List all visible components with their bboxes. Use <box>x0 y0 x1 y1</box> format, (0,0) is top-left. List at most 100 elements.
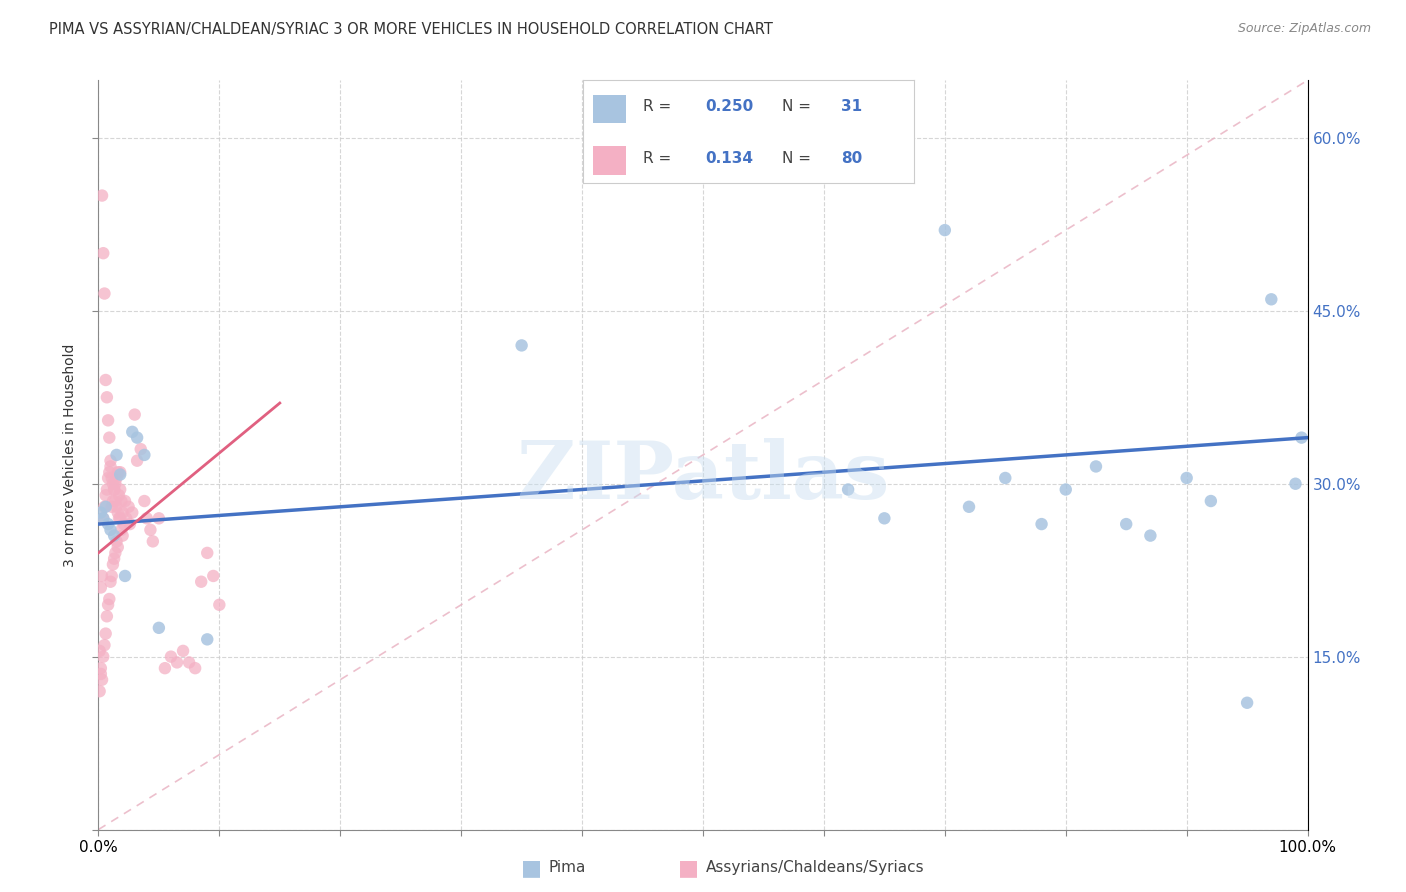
Point <box>957 500 980 514</box>
Point <box>148 511 170 525</box>
Point <box>105 471 128 485</box>
Point <box>103 528 125 542</box>
Point <box>108 467 131 482</box>
Point <box>97 598 120 612</box>
Point <box>100 569 122 583</box>
Point <box>100 523 122 537</box>
Point <box>108 465 131 479</box>
Bar <box>593 146 627 175</box>
Point <box>105 500 128 514</box>
Point <box>142 534 165 549</box>
Point <box>208 598 231 612</box>
Point <box>118 500 141 514</box>
Text: ■: ■ <box>522 858 541 878</box>
Point <box>91 246 114 260</box>
Point <box>103 551 125 566</box>
Point <box>994 471 1017 485</box>
Point <box>103 483 125 497</box>
Point <box>111 506 134 520</box>
Point <box>115 511 138 525</box>
Point <box>104 494 127 508</box>
Point <box>127 431 149 445</box>
Point <box>202 569 225 583</box>
Text: ■: ■ <box>679 858 699 878</box>
Point <box>837 483 859 497</box>
Point <box>100 500 122 514</box>
Point <box>1236 696 1258 710</box>
Point <box>93 500 115 514</box>
Text: 0.250: 0.250 <box>706 99 754 114</box>
Point <box>105 534 128 549</box>
Point <box>97 517 120 532</box>
Point <box>114 569 136 583</box>
Y-axis label: 3 or more Vehicles in Household: 3 or more Vehicles in Household <box>63 343 77 566</box>
Point <box>90 506 112 520</box>
Point <box>1139 528 1161 542</box>
Text: R =: R = <box>643 99 676 114</box>
Bar <box>593 95 627 123</box>
Point <box>127 453 149 467</box>
Text: 0.134: 0.134 <box>706 151 754 166</box>
Point <box>104 476 127 491</box>
Point <box>94 488 117 502</box>
Point <box>1199 494 1222 508</box>
Point <box>1115 517 1137 532</box>
Point <box>129 442 152 457</box>
Point <box>110 494 132 508</box>
Point <box>98 592 121 607</box>
Text: PIMA VS ASSYRIAN/CHALDEAN/SYRIAC 3 OR MORE VEHICLES IN HOUSEHOLD CORRELATION CHA: PIMA VS ASSYRIAN/CHALDEAN/SYRIAC 3 OR MO… <box>49 22 773 37</box>
Point <box>107 465 129 479</box>
Point <box>91 511 114 525</box>
Point <box>100 453 122 467</box>
Point <box>1054 483 1077 497</box>
Point <box>105 448 128 462</box>
Point <box>89 684 111 698</box>
Point <box>1085 459 1108 474</box>
Point <box>121 425 143 439</box>
Point <box>100 574 122 589</box>
Point <box>153 661 176 675</box>
Point <box>93 286 115 301</box>
Point <box>108 511 131 525</box>
Point <box>94 626 117 640</box>
Text: 31: 31 <box>841 99 862 114</box>
Point <box>1291 431 1313 445</box>
Point <box>139 523 162 537</box>
Point <box>96 483 118 497</box>
Point <box>135 511 157 525</box>
Point <box>90 667 112 681</box>
Point <box>90 581 112 595</box>
Point <box>91 511 114 525</box>
Point <box>100 471 122 485</box>
Text: Source: ZipAtlas.com: Source: ZipAtlas.com <box>1237 22 1371 36</box>
Point <box>121 506 143 520</box>
Point <box>94 373 117 387</box>
Text: R =: R = <box>643 151 676 166</box>
Point <box>90 661 112 675</box>
Point <box>112 517 135 532</box>
Point <box>873 511 896 525</box>
Text: N =: N = <box>782 99 815 114</box>
Point <box>96 390 118 404</box>
Point <box>91 569 114 583</box>
Point <box>108 488 131 502</box>
Point <box>104 546 127 560</box>
Point <box>172 644 194 658</box>
Text: ZIPatlas: ZIPatlas <box>517 438 889 516</box>
Point <box>110 523 132 537</box>
Point <box>934 223 956 237</box>
Point <box>101 558 124 572</box>
Point <box>195 632 218 647</box>
Point <box>98 431 121 445</box>
Point <box>148 621 170 635</box>
Point <box>184 661 207 675</box>
Point <box>195 546 218 560</box>
Point <box>91 673 114 687</box>
Point <box>100 459 122 474</box>
Point <box>89 644 111 658</box>
Point <box>166 656 188 670</box>
Point <box>98 465 121 479</box>
Point <box>97 413 120 427</box>
Point <box>108 483 131 497</box>
Point <box>96 609 118 624</box>
